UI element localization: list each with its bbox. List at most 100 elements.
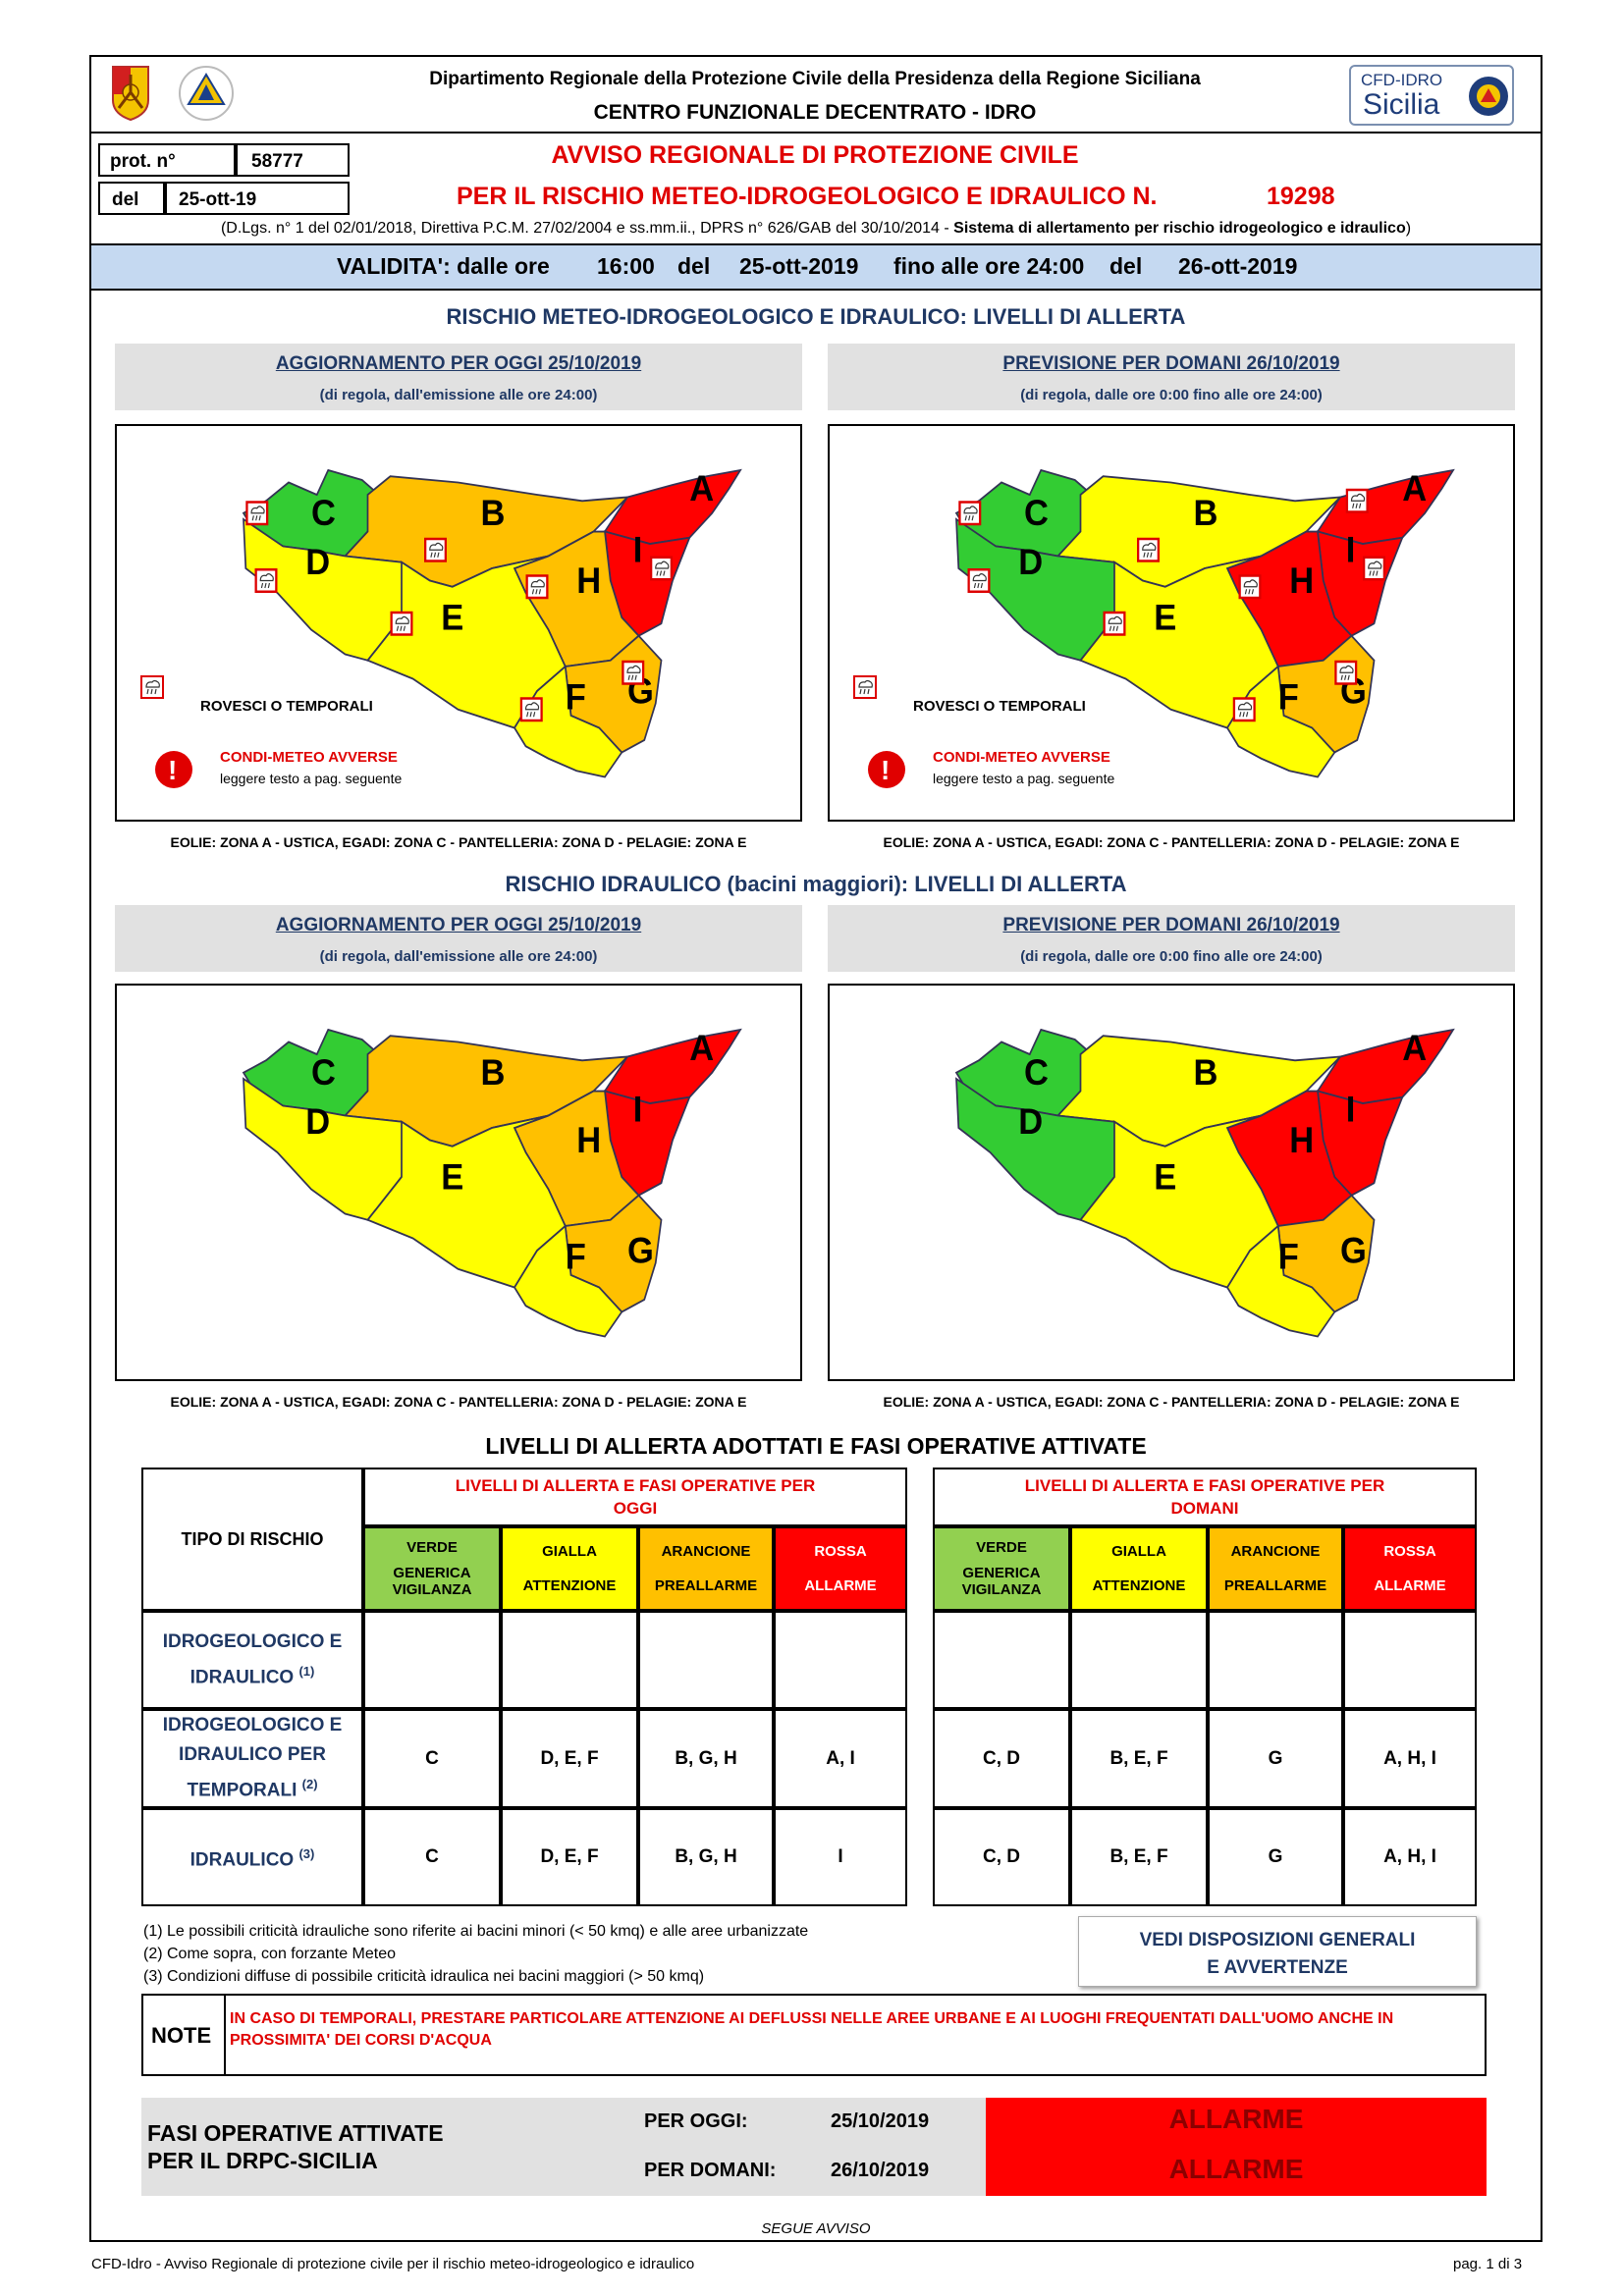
storm-icon xyxy=(622,660,645,685)
risk-type-0: IDROGEOLOGICO E IDRAULICO (1) xyxy=(141,1611,363,1709)
levels-title: LIVELLI DI ALLERTA ADOTTATI E FASI OPERA… xyxy=(485,1433,1147,1459)
zone-label-g: G xyxy=(1340,1229,1367,1271)
storm-icon xyxy=(967,568,991,593)
zone-label-g: G xyxy=(627,1229,654,1271)
zone-label-h: H xyxy=(576,560,601,602)
zone-label-i: I xyxy=(633,1088,643,1130)
zone-label-b: B xyxy=(1194,492,1218,534)
zone-label-a: A xyxy=(1402,1027,1427,1069)
level-col-verde-oggi: VERDE GENERICA VIGILANZA xyxy=(363,1526,501,1611)
fasi-label1: FASI OPERATIVE ATTIVATE xyxy=(147,2120,444,2146)
del-label: del xyxy=(98,182,165,215)
zone-label-f: F xyxy=(1278,675,1299,718)
validity-from-time: 16:00 xyxy=(597,253,655,279)
fasi-red-band xyxy=(986,2098,1487,2196)
zone-a xyxy=(1316,1028,1455,1104)
section1-islands-note-tomorrow: EOLIE: ZONA A - USTICA, EGADI: ZONA C - … xyxy=(883,834,1460,850)
levels-header-domani: LIVELLI DI ALLERTA E FASI OPERATIVE PER … xyxy=(933,1468,1477,1526)
level-cell-oggi-0-0 xyxy=(363,1611,501,1709)
risk-type-2: IDRAULICO (3) xyxy=(141,1808,363,1906)
fasi-domani-date: 26/10/2019 xyxy=(831,2160,930,2181)
level-cell-domani-1-1: B, E, F xyxy=(1070,1709,1208,1808)
level-name: ARANCIONE xyxy=(661,1543,751,1560)
storm-icon xyxy=(958,501,982,526)
storm-icon xyxy=(1362,556,1385,581)
legend-adverse-label: CONDI-METEO AVVERSE xyxy=(220,749,398,766)
storm-icon xyxy=(390,611,413,636)
svg-text:!: ! xyxy=(168,755,177,785)
zone-label-b: B xyxy=(481,492,506,534)
zone-label-e: E xyxy=(1154,596,1176,638)
level-cell-oggi-1-2: B, G, H xyxy=(638,1709,774,1808)
footnote-1: (1) Le possibili criticità idrauliche so… xyxy=(143,1923,809,1940)
level-phase: PREALLARME xyxy=(1223,1577,1327,1594)
segue-avviso: SEGUE AVVISO xyxy=(761,2220,871,2237)
zone-label-h: H xyxy=(1289,1119,1314,1161)
level-col-arancione-domani: ARANCIONE PREALLARME xyxy=(1208,1526,1343,1611)
footer-page: pag. 1 di 3 xyxy=(1453,2256,1523,2272)
zone-label-d: D xyxy=(305,1100,330,1143)
zone-label-a: A xyxy=(689,467,714,509)
legal-references: (D.Lgs. n° 1 del 02/01/2018, Direttiva P… xyxy=(89,220,1542,238)
zone-label-a: A xyxy=(1402,467,1427,509)
level-cell-domani-1-3: A, H, I xyxy=(1343,1709,1477,1808)
storm-icon xyxy=(1232,697,1256,722)
footnote-2: (2) Come sopra, con forzante Meteo xyxy=(143,1946,397,1962)
legal-references-close: ) xyxy=(1405,220,1412,237)
legal-references-text: (D.Lgs. n° 1 del 02/01/2018, Direttiva P… xyxy=(220,220,954,237)
vedi-disposizioni-button[interactable]: VEDI DISPOSIZIONI GENERALI E AVVERTENZE xyxy=(1078,1916,1477,1987)
zone-label-h: H xyxy=(576,1119,601,1161)
map-meteo-today: A B C D E F G H I ROVESCI O TEMPORALI! CONDI-METEO… xyxy=(115,424,802,822)
risk-type-sup: (1) xyxy=(298,1663,315,1679)
map-meteo-tomorrow: A B C D E F G H I ROVESCI O TEMPORALI! CONDI-METEO… xyxy=(828,424,1515,822)
zone-e xyxy=(366,1114,567,1289)
level-cell-oggi-2-3: I xyxy=(774,1808,907,1906)
legal-references-bold: Sistema di allertamento per rischio idro… xyxy=(953,220,1406,237)
zone-label-c: C xyxy=(1024,492,1049,534)
level-cell-oggi-1-3: A, I xyxy=(774,1709,907,1808)
risk-type-name: IDROGEOLOGICO E IDRAULICO PER TEMPORALI xyxy=(162,1715,343,1801)
validity-to-date: 26-ott-2019 xyxy=(1178,253,1298,279)
level-phase: PREALLARME xyxy=(654,1577,758,1594)
dept-name: Dipartimento Regionale della Protezione … xyxy=(429,69,1201,89)
zone-label-a: A xyxy=(689,1027,714,1069)
level-phase: GENERICA VIGILANZA xyxy=(392,1565,472,1599)
level-name: ROSSA xyxy=(1383,1543,1436,1560)
validity-from-date: 25-ott-2019 xyxy=(739,253,859,279)
level-cell-oggi-1-0: C xyxy=(363,1709,501,1808)
level-cell-oggi-0-3 xyxy=(774,1611,907,1709)
regione-sicilia-logo xyxy=(111,65,150,122)
zone-label-f: F xyxy=(1278,1235,1299,1277)
level-col-gialla-domani: GIALLA ATTENZIONE xyxy=(1070,1526,1208,1611)
storm-icon xyxy=(1103,611,1126,636)
vedi-line2: E AVVERTENZE xyxy=(1207,1957,1348,1978)
vedi-line1: VEDI DISPOSIZIONI GENERALI xyxy=(1139,1930,1416,1950)
level-name: ROSSA xyxy=(814,1543,867,1560)
prot-label: prot. n° xyxy=(98,143,236,177)
level-cell-domani-0-0 xyxy=(933,1611,1070,1709)
risk-type-name: IDROGEOLOGICO E IDRAULICO xyxy=(162,1630,343,1688)
zone-e xyxy=(366,555,567,729)
level-cell-domani-2-3: A, H, I xyxy=(1343,1808,1477,1906)
risk-type-sup: (3) xyxy=(298,1845,315,1861)
zone-label-e: E xyxy=(441,596,463,638)
level-cell-domani-2-2: G xyxy=(1208,1808,1343,1906)
level-name: ARANCIONE xyxy=(1230,1543,1321,1560)
warning-icon xyxy=(155,751,192,788)
storm-icon xyxy=(519,697,543,722)
zone-label-b: B xyxy=(1194,1051,1218,1094)
zone-f xyxy=(513,665,623,778)
section1-today-sub: (di regola, dall'emissione alle ore 24:0… xyxy=(319,387,598,403)
level-name: GIALLA xyxy=(542,1543,597,1560)
section1-tomorrow-sub: (di regola, dalle ore 0:00 fino alle ore… xyxy=(1020,387,1323,403)
cfd-idro-logo-text: CFD-IDRO xyxy=(1361,71,1443,89)
storm-icon xyxy=(245,501,269,526)
zone-label-c: C xyxy=(1024,1051,1049,1094)
storm-icon xyxy=(1136,537,1160,562)
centro-name: CENTRO FUNZIONALE DECENTRATO - IDRO xyxy=(593,101,1037,124)
zone-label-d: D xyxy=(1018,1100,1043,1143)
level-col-arancione-oggi: ARANCIONE PREALLARME xyxy=(638,1526,774,1611)
section2-islands-note-tomorrow: EOLIE: ZONA A - USTICA, EGADI: ZONA C - … xyxy=(883,1394,1460,1410)
storm-icon xyxy=(423,537,447,562)
